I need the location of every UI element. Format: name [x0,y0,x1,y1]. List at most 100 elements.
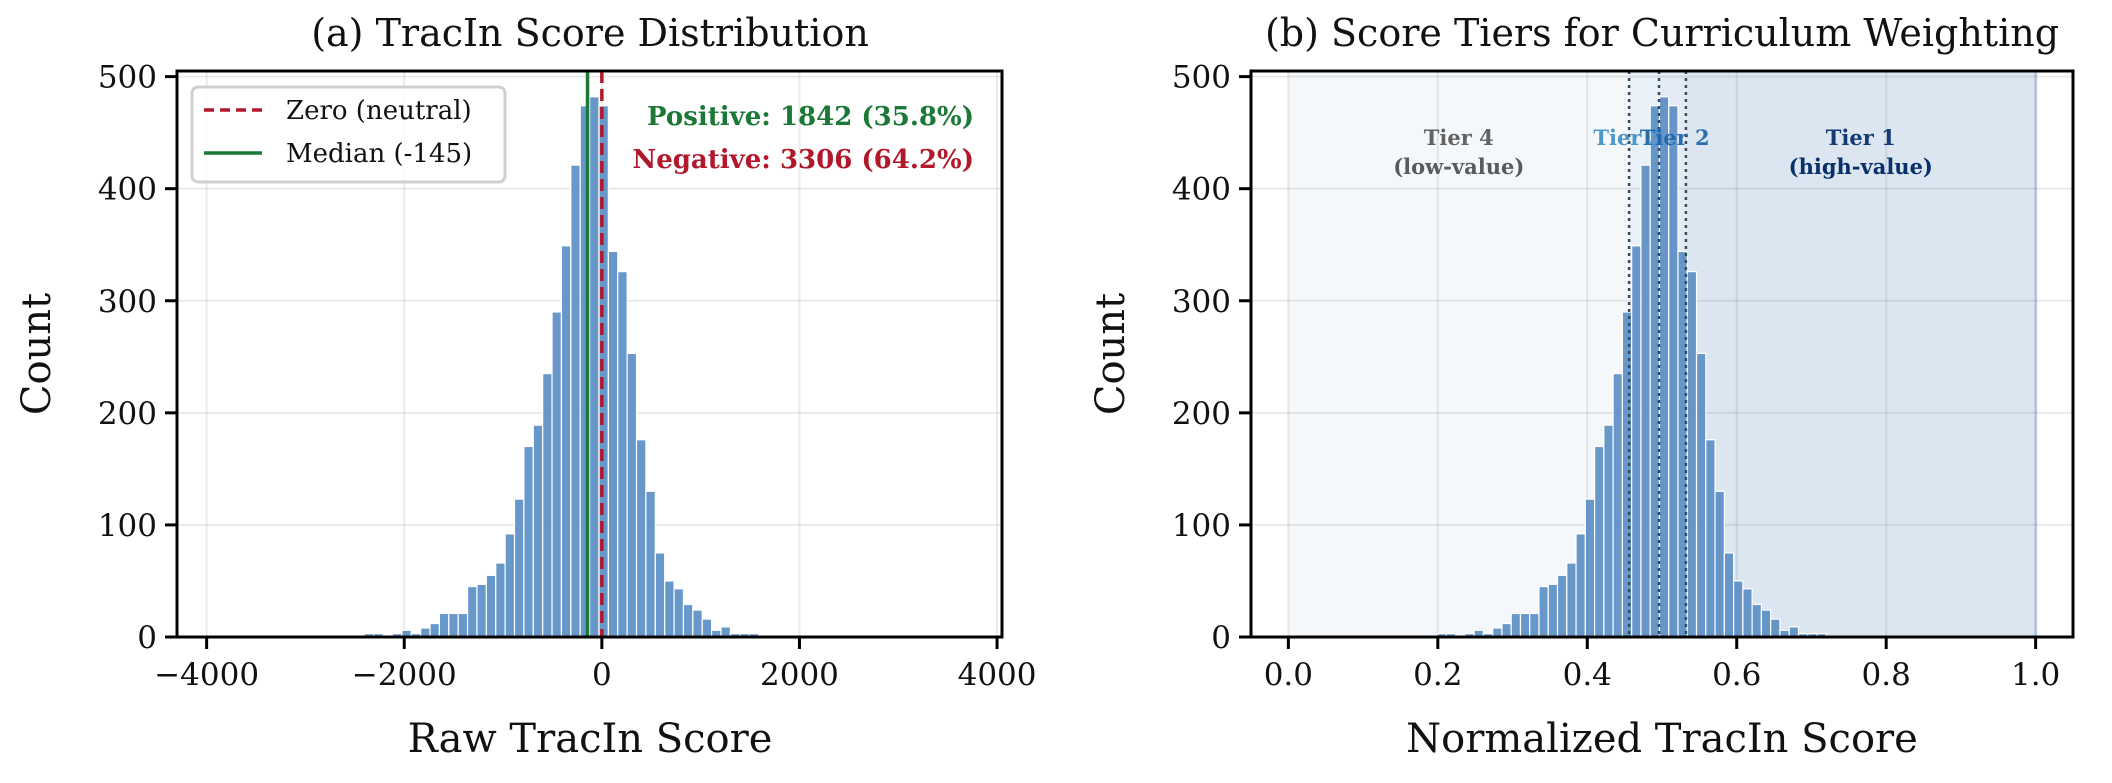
histogram-bar [1723,552,1735,638]
histogram-bar [542,373,553,638]
histogram-bar [1686,271,1698,638]
tier-sublabel: (low-value) [1393,154,1524,179]
histogram-bar [1732,580,1744,638]
histogram-bar [654,552,666,638]
histogram-bar [457,612,469,638]
panel-a-bars [363,96,769,638]
y-tick-label: 0 [137,620,157,656]
y-tick-label: 400 [98,172,157,208]
tier-label: Tier 2 [1640,125,1710,150]
histogram-bar [1529,612,1540,638]
histogram-bar [1593,445,1605,638]
legend-label-zero: Zero (neutral) [286,96,472,126]
x-tick-label: 0.6 [1712,657,1761,693]
panel-a-ticks: −4000 −2000 0 2000 4000 0 100 200 300 400 500 [98,60,1037,693]
panel-b-bars [1436,96,1837,638]
tier-label: Tier 4 [1424,125,1494,150]
histogram-bar [485,574,497,638]
histogram-bar [532,424,544,638]
x-tick-label: −4000 [154,657,259,693]
x-tick-label: 0.2 [1413,657,1462,693]
panel-a-reference-lines [585,71,604,637]
histogram-bar [523,445,534,638]
panel-a-xlabel: Raw TracIn Score [408,716,773,762]
y-tick-label: 500 [98,60,157,96]
histogram-bar [1584,498,1596,638]
histogram-bar [1695,352,1707,638]
histogram-bar [1751,603,1762,638]
y-tick-label: 500 [1172,60,1231,96]
panel-b-axes-frame [1249,69,2075,639]
x-tick-label: −2000 [352,657,457,693]
histogram-bar [1510,612,1522,638]
tier-shade-1 [1685,71,2036,637]
x-tick-label: 0.8 [1862,657,1911,693]
x-tick-label: 4000 [958,657,1037,693]
x-tick-label: 0.0 [1264,657,1313,693]
panel-b-xlabel: Normalized TracIn Score [1406,716,1918,762]
panel-b-ylabel: Count [1088,293,1134,415]
histogram-bar [466,585,478,638]
histogram-bar [1705,439,1716,638]
histogram-bar [673,588,685,638]
panel-b-ticks: 0.0 0.2 0.4 0.6 0.8 1.0 0 100 200 300 400 500 [1172,60,2060,693]
histogram-bar [429,622,441,638]
tier-label: Tier 3 [1593,125,1663,150]
tier-shade-4 [1288,71,1630,637]
x-tick-label: 2000 [760,657,839,693]
histogram-bar [1788,626,1800,638]
x-tick-label: 0.4 [1563,657,1612,693]
histogram-bar [1519,612,1531,638]
histogram-bar [1556,574,1568,638]
tier-label: Tier 1 [1826,125,1896,150]
histogram-bar [1742,588,1753,638]
y-tick-label: 100 [1172,508,1231,544]
histogram-bar [607,250,619,638]
histogram-bar [617,271,628,638]
histogram-bar [495,562,506,638]
histogram-bar [1658,96,1670,638]
histogram-bar [476,583,487,638]
y-tick-label: 200 [98,396,157,432]
histogram-bar [626,352,638,638]
panel-a-legend: Zero (neutral) Median (-145) [190,85,507,184]
histogram-bar [438,612,450,638]
histogram-bar [551,311,563,638]
histogram-bar [1575,533,1586,638]
panel-a-tracin-distribution: (a) TracIn Score Distribution −4000 −2000… [14,11,1037,762]
histogram-bar [1760,609,1772,638]
histogram-bar [1631,245,1642,638]
histogram-bar [692,609,703,638]
histogram-bar [1501,622,1512,638]
histogram-bar [1612,373,1623,638]
histogram-bar [1770,618,1781,638]
legend-box [190,85,507,184]
y-tick-label: 100 [98,508,157,544]
positive-count-annotation: Positive: 1842 (35.8%) [647,102,974,132]
panel-a-title: (a) TracIn Score Distribution [311,11,869,55]
histogram-bar [635,439,647,638]
panel-b-tier-boundaries [1627,71,1688,637]
legend-label-median: Median (-145) [286,139,472,169]
y-tick-label: 200 [1172,396,1231,432]
histogram-bar [1538,585,1549,638]
panel-a-axes-frame [175,69,1004,639]
histogram-bar [1547,583,1559,638]
histogram-bar [701,618,713,638]
panel-b-score-tiers: (b) Score Tiers for Curriculum Weighting… [1088,11,2075,762]
histogram-bar [664,580,675,638]
negative-count-annotation: Negative: 3306 (64.2%) [632,145,974,175]
histogram-bar [645,490,656,638]
histogram-bar [682,603,694,638]
y-tick-label: 300 [98,284,157,320]
tier-sublabel: (high-value) [1789,154,1933,179]
y-tick-label: 300 [1172,284,1231,320]
x-tick-label: 1.0 [2011,657,2060,693]
histogram-bar [588,96,600,638]
histogram-bar [560,245,572,638]
histogram-bar [448,612,459,638]
panel-b-title: (b) Score Tiers for Curriculum Weighting [1265,11,2059,55]
histogram-bar [1640,164,1651,638]
